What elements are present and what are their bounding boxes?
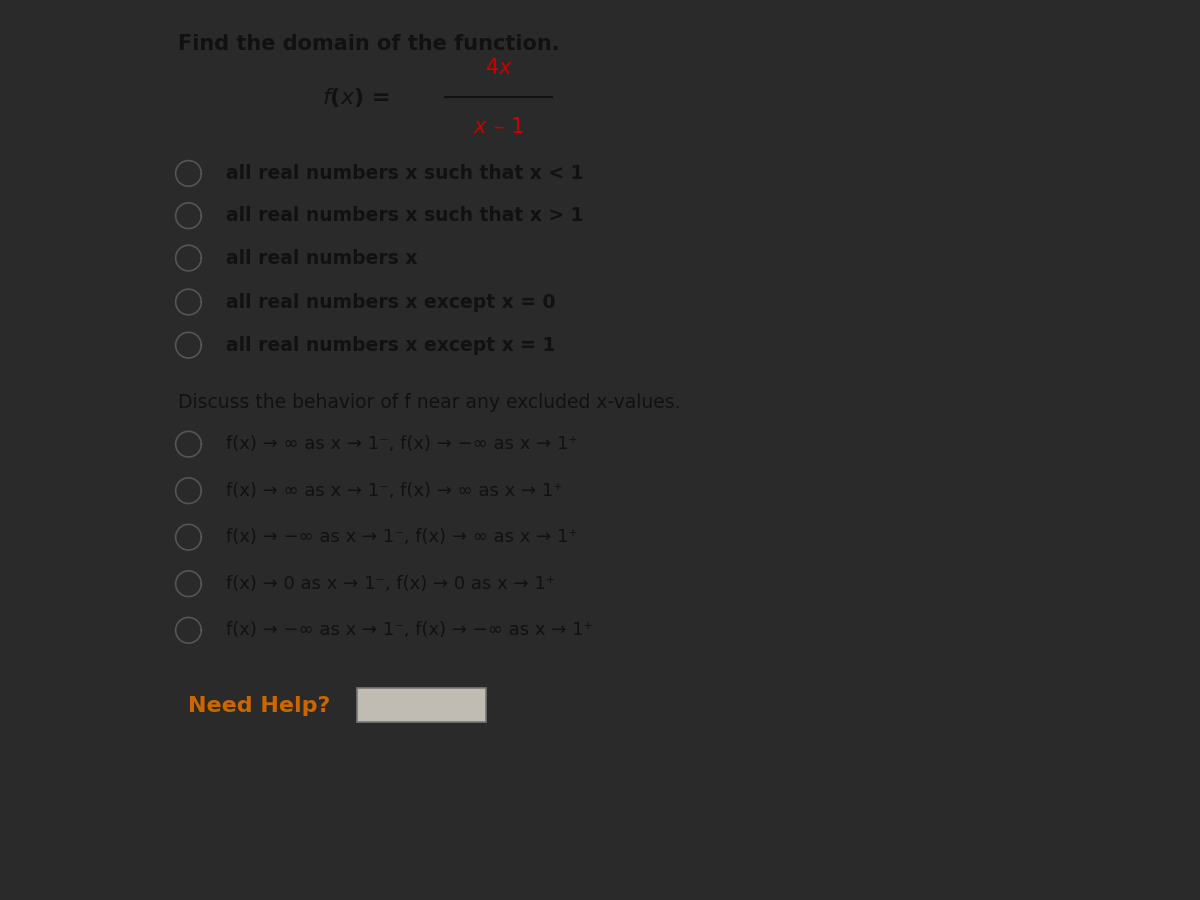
Text: Need Help?: Need Help? (188, 697, 331, 716)
Text: Find the domain of the function.: Find the domain of the function. (178, 34, 559, 54)
Text: f(x) → ∞ as x → 1⁻, f(x) → −∞ as x → 1⁺: f(x) → ∞ as x → 1⁻, f(x) → −∞ as x → 1⁺ (226, 436, 577, 454)
Text: f(x) → 0 as x → 1⁻, f(x) → 0 as x → 1⁺: f(x) → 0 as x → 1⁻, f(x) → 0 as x → 1⁺ (226, 575, 556, 593)
Text: Discuss the behavior of f near any excluded x-values.: Discuss the behavior of f near any exclu… (178, 393, 680, 412)
Text: $\mathit{4x}$: $\mathit{4x}$ (485, 58, 512, 77)
Text: all real numbers x except x = 0: all real numbers x except x = 0 (226, 292, 556, 311)
FancyBboxPatch shape (356, 688, 486, 722)
Text: all real numbers x: all real numbers x (226, 248, 418, 267)
Text: all real numbers x such that x > 1: all real numbers x such that x > 1 (226, 206, 583, 225)
Text: f(x) → −∞ as x → 1⁻, f(x) → ∞ as x → 1⁺: f(x) → −∞ as x → 1⁻, f(x) → ∞ as x → 1⁺ (226, 528, 577, 546)
Text: all real numbers x except x = 1: all real numbers x except x = 1 (226, 336, 556, 355)
Text: all real numbers x such that x < 1: all real numbers x such that x < 1 (226, 164, 583, 183)
Text: $\mathit{x}$ – $\mathit{1}$: $\mathit{x}$ – $\mathit{1}$ (473, 117, 524, 137)
Text: f(x) → −∞ as x → 1⁻, f(x) → −∞ as x → 1⁺: f(x) → −∞ as x → 1⁻, f(x) → −∞ as x → 1⁺ (226, 621, 593, 639)
Text: $\mathit{f}$($\mathit{x}$) =: $\mathit{f}$($\mathit{x}$) = (323, 86, 390, 109)
Text: f(x) → ∞ as x → 1⁻, f(x) → ∞ as x → 1⁺: f(x) → ∞ as x → 1⁻, f(x) → ∞ as x → 1⁺ (226, 482, 563, 500)
Text: Read It: Read It (390, 698, 452, 712)
